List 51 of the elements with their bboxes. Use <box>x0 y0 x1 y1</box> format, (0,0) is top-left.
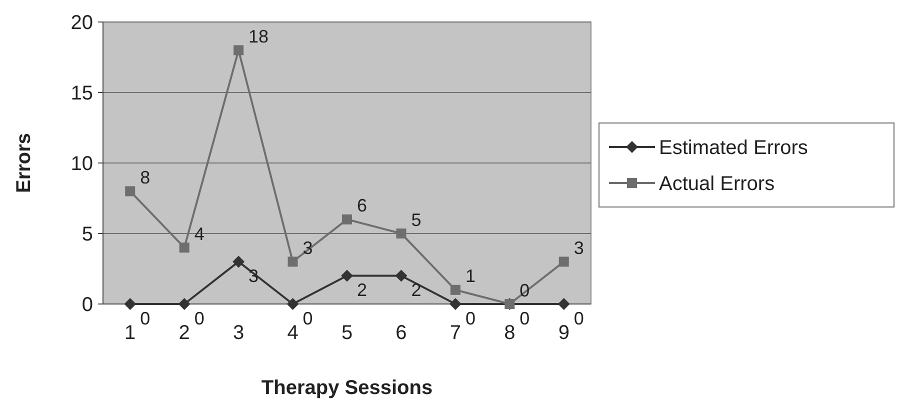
point <box>286 298 299 310</box>
x-axis-title: Therapy Sessions <box>261 377 433 399</box>
data-label: 5 <box>411 210 422 230</box>
data-label: 0 <box>520 308 530 328</box>
data-label: 0 <box>574 308 584 328</box>
point <box>178 298 190 310</box>
point <box>342 214 352 224</box>
x-tick-label: 5 <box>341 322 353 344</box>
data-label: 3 <box>574 238 584 258</box>
data-label: 0 <box>140 308 150 328</box>
point <box>396 228 406 238</box>
legend-label: Actual Errors <box>659 173 775 195</box>
data-label: 4 <box>194 224 204 244</box>
x-tick-label: 1 <box>124 322 136 344</box>
data-label: 6 <box>357 196 368 216</box>
x-tick-label: 3 <box>232 322 244 344</box>
x-tick-label: 2 <box>178 322 190 344</box>
y-tick-label: 15 <box>70 82 93 104</box>
y-tick-label: 10 <box>70 153 93 175</box>
x-tick-label: 7 <box>450 322 462 344</box>
y-tick-label: 20 <box>70 12 93 34</box>
point <box>449 298 462 310</box>
point <box>125 186 136 196</box>
x-tick-label: 9 <box>558 322 570 344</box>
data-label: 2 <box>357 280 368 300</box>
y-tick-label: 0 <box>82 294 93 316</box>
point <box>341 270 353 282</box>
y-axis-title: Errors <box>13 132 35 194</box>
data-label: 3 <box>302 238 313 258</box>
point <box>179 242 190 253</box>
data-label: 0 <box>465 308 476 328</box>
data-label: 0 <box>194 308 204 328</box>
point <box>232 256 245 268</box>
point <box>450 284 460 295</box>
data-label: 18 <box>248 26 269 46</box>
legend-label: Estimated Errors <box>659 137 808 159</box>
x-tick-label: 8 <box>504 322 516 344</box>
point <box>234 45 244 56</box>
point <box>558 298 570 310</box>
data-label: 0 <box>520 280 530 300</box>
data-label: 1 <box>465 266 476 286</box>
x-tick-label: 6 <box>396 322 407 344</box>
point <box>395 270 408 282</box>
y-tick-label: 5 <box>82 224 93 246</box>
data-label: 8 <box>140 168 150 188</box>
data-label: 2 <box>411 280 422 300</box>
x-tick-label: 4 <box>287 322 298 344</box>
point <box>288 256 298 267</box>
data-label: 0 <box>302 308 313 328</box>
point <box>124 298 136 310</box>
point <box>558 256 569 267</box>
